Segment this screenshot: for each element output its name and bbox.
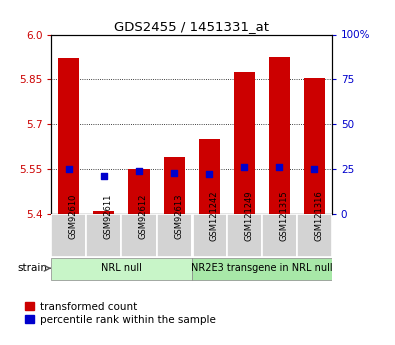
Bar bbox=[51, 258, 192, 280]
Text: GSM121316: GSM121316 bbox=[314, 191, 323, 242]
Point bbox=[101, 174, 107, 179]
Text: GSM92613: GSM92613 bbox=[174, 193, 183, 239]
Text: GSM92610: GSM92610 bbox=[69, 193, 78, 239]
Point bbox=[276, 165, 282, 170]
Bar bbox=[122, 214, 156, 257]
Title: GDS2455 / 1451331_at: GDS2455 / 1451331_at bbox=[114, 20, 269, 33]
Legend: transformed count, percentile rank within the sample: transformed count, percentile rank withi… bbox=[25, 302, 215, 325]
Bar bbox=[192, 258, 332, 280]
Bar bbox=[192, 214, 227, 257]
Bar bbox=[87, 214, 122, 257]
Text: GSM121315: GSM121315 bbox=[279, 191, 288, 242]
Bar bbox=[93, 211, 115, 214]
Text: GSM121249: GSM121249 bbox=[244, 191, 253, 241]
Bar bbox=[234, 72, 255, 214]
Bar bbox=[51, 214, 87, 257]
Text: NRL null: NRL null bbox=[101, 263, 142, 273]
Bar bbox=[58, 58, 79, 214]
Text: GSM121242: GSM121242 bbox=[209, 191, 218, 241]
Point bbox=[241, 165, 247, 170]
Bar bbox=[156, 214, 192, 257]
Bar bbox=[304, 78, 325, 214]
Bar bbox=[227, 214, 261, 257]
Point bbox=[311, 166, 318, 172]
Text: GSM92611: GSM92611 bbox=[104, 193, 113, 239]
Bar bbox=[269, 57, 290, 214]
Point bbox=[171, 170, 177, 175]
Text: GSM92612: GSM92612 bbox=[139, 193, 148, 239]
Text: NR2E3 transgene in NRL null: NR2E3 transgene in NRL null bbox=[191, 263, 333, 273]
Point bbox=[136, 168, 142, 174]
Bar bbox=[261, 214, 297, 257]
Bar bbox=[297, 214, 332, 257]
Point bbox=[206, 172, 212, 177]
Bar bbox=[199, 139, 220, 214]
Bar bbox=[164, 157, 184, 214]
Text: strain: strain bbox=[18, 263, 48, 273]
Bar bbox=[128, 169, 149, 214]
Point bbox=[66, 166, 72, 172]
